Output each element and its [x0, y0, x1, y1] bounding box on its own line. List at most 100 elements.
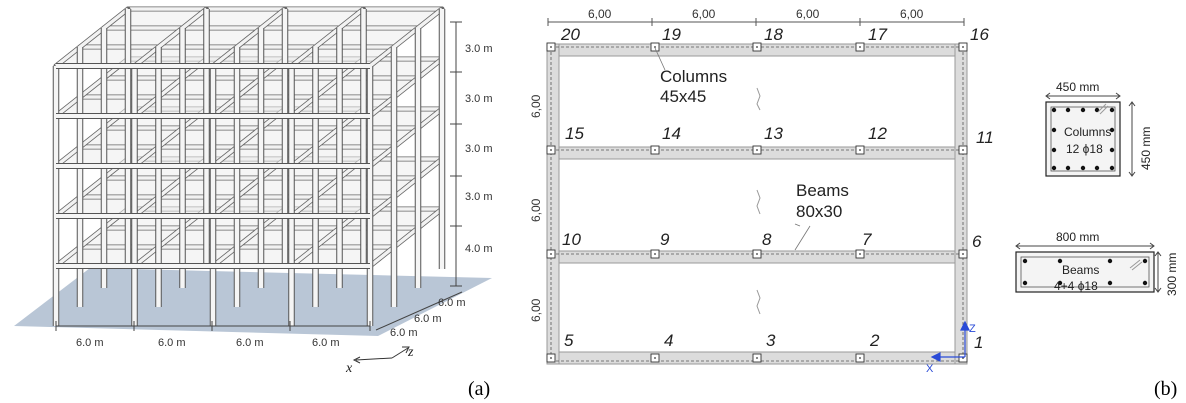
rebar-dot [1057, 280, 1063, 286]
rebar-dot [1107, 258, 1113, 264]
story-height-label: 3.0 m [465, 143, 493, 155]
rebar-dot [1094, 165, 1100, 171]
beam-outline [1015, 251, 1155, 293]
panel-a-label: (a) [468, 378, 490, 400]
axes-plan [930, 320, 970, 362]
node-label: 15 [565, 124, 584, 143]
rebar-dot [1051, 127, 1057, 133]
node-label: 10 [562, 230, 581, 249]
node-label: 14 [662, 124, 681, 143]
rebar-dot [1057, 258, 1063, 264]
bay-x-label: 6.0 m [76, 337, 104, 349]
beam-section: 800 mm 300 mm Beams 4+4 ϕ18 [1015, 230, 1179, 296]
node-label: 7 [862, 230, 872, 249]
column-width-label: 450 mm [1056, 80, 1099, 94]
column-stirrup [1050, 106, 1116, 172]
node-label: 18 [764, 25, 783, 44]
top-span-label: 6,00 [692, 7, 716, 21]
top-span-label: 6,00 [900, 7, 924, 21]
columns-callout-size: 45x45 [660, 87, 706, 106]
node-label: 6 [972, 232, 982, 251]
axis-x-label: x [345, 361, 353, 376]
story-height-label: 3.0 m [465, 93, 493, 105]
frame-members [52, 6, 446, 326]
slab-span-markers [756, 87, 761, 315]
rebar-dot [1094, 107, 1100, 113]
beams-callout-size: 80x30 [796, 202, 842, 221]
story-height-label: 4.0 m [465, 243, 493, 255]
rebar-dot [1142, 280, 1148, 286]
rebar-dot [1051, 107, 1057, 113]
node-label: 13 [764, 124, 783, 143]
column-outline [1045, 101, 1121, 177]
column-rebars [1051, 107, 1115, 171]
rebar-dot [1022, 280, 1028, 286]
beam-rebars [1022, 258, 1148, 286]
beam-stirrup [1020, 256, 1150, 288]
rebar-dot [1109, 107, 1115, 113]
bay-z-label: 6.0 m [390, 327, 418, 339]
rebar-dot [1065, 165, 1071, 171]
node-label: 11 [976, 128, 994, 147]
bay-z-dimension [375, 291, 463, 331]
top-dimension [547, 18, 965, 26]
axis-x-label: X [926, 363, 934, 375]
node-label: 12 [868, 124, 887, 143]
rebar-dot [1109, 147, 1115, 153]
rebar-dot [1080, 165, 1086, 171]
beam-width-label: 800 mm [1056, 230, 1099, 244]
rebar-dot [1080, 107, 1086, 113]
node-label: 9 [660, 230, 670, 249]
frame-3d-view: 3.0 m 3.0 m 3.0 m 3.0 m 4.0 m 6.0 m 6.0 … [14, 6, 493, 400]
beam-section-title: Beams [1062, 263, 1099, 277]
floor-plan: 6,00 6,00 6,00 6,00 6,00 6,00 6,00 [529, 7, 994, 375]
rebar-dot [1022, 258, 1028, 264]
node-label: 20 [560, 25, 580, 44]
bay-x-label: 6.0 m [312, 337, 340, 349]
rebar-dot [1109, 127, 1115, 133]
column-section-title: Columns [1064, 125, 1111, 139]
rebar-dot [1065, 107, 1071, 113]
beams-callout-title: Beams [796, 181, 849, 200]
beam-centerlines [550, 46, 964, 362]
beam-grid [546, 43, 968, 365]
node-label: 19 [662, 25, 681, 44]
left-span-label: 6,00 [529, 94, 543, 118]
column-height-label: 450 mm [1139, 127, 1153, 170]
story-height-label: 3.0 m [465, 43, 493, 55]
node-label: 4 [664, 331, 673, 350]
bay-x-dimension [55, 321, 371, 331]
beams-leader [794, 223, 801, 227]
beam-right [954, 43, 968, 365]
node-label: 17 [868, 25, 887, 44]
rebar-dot [1107, 280, 1113, 286]
node-label: 1 [974, 333, 983, 352]
bay-z-label: 6.0 m [414, 313, 442, 325]
bay-x-label: 6.0 m [158, 337, 186, 349]
beam-left [546, 43, 560, 365]
rebar-dot [1051, 165, 1057, 171]
left-span-label: 6,00 [529, 298, 543, 322]
top-span-label: 6,00 [796, 7, 820, 21]
story-dimension [450, 21, 462, 287]
beam-rebar-label: 4+4 ϕ18 [1054, 279, 1098, 293]
node-label: 2 [869, 331, 880, 350]
rebar-dot [1051, 147, 1057, 153]
node-label: 3 [766, 331, 776, 350]
bay-x-label: 6.0 m [236, 337, 264, 349]
node-label: 8 [762, 230, 772, 249]
bay-z-label: 6.0 m [438, 297, 466, 309]
panel-b-label: (b) [1154, 378, 1177, 400]
column-section: 450 mm 450 mm Columns 12 ϕ18 [1045, 80, 1153, 177]
left-span-label: 6,00 [529, 198, 543, 222]
top-span-label: 6,00 [588, 7, 612, 21]
node-label: 5 [564, 331, 574, 350]
column-nodes [546, 42, 968, 363]
story-height-label: 3.0 m [465, 191, 493, 203]
axis-z-label: Z [969, 323, 976, 335]
axes-3d [352, 346, 410, 364]
rebar-dot [1142, 258, 1148, 264]
axis-z-label: z [407, 345, 414, 360]
node-label: 16 [970, 25, 989, 44]
